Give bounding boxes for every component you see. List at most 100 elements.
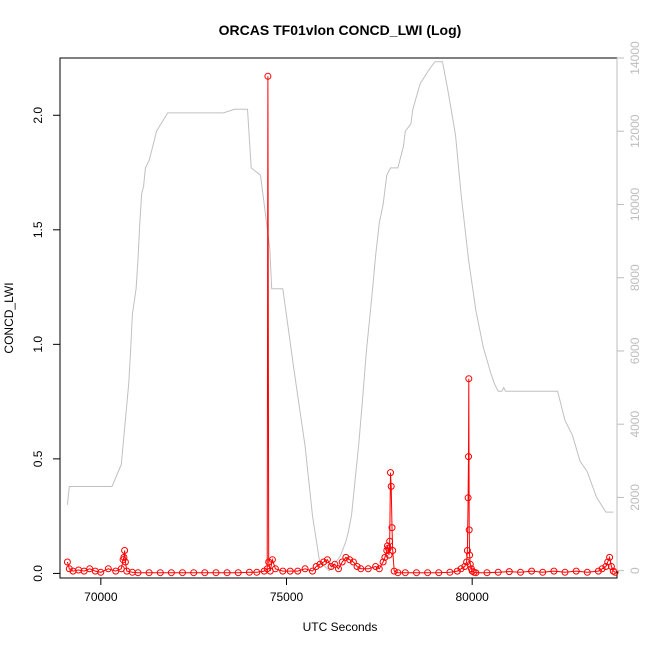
data-point: [104, 565, 112, 573]
data-point: [294, 567, 302, 575]
data-point: [466, 551, 474, 559]
data-point: [505, 568, 513, 576]
data-point: [201, 569, 209, 577]
data-point: [279, 567, 287, 575]
data-point: [234, 569, 242, 577]
data-point: [394, 569, 402, 577]
y2-tick-label: 0: [628, 567, 642, 574]
data-point: [286, 567, 294, 575]
data-point: [594, 567, 602, 575]
data-point: [357, 565, 365, 573]
x-tick-label: 80000: [455, 590, 489, 604]
data-point: [466, 560, 474, 568]
x-axis: 70000 75000 80000: [84, 577, 489, 604]
data-point: [388, 524, 396, 532]
data-point: [550, 567, 558, 575]
data-point: [606, 553, 614, 561]
right-series-line: [66, 61, 614, 572]
data-point: [583, 568, 591, 576]
data-point: [265, 558, 273, 566]
data-point: [387, 482, 395, 490]
data-point: [387, 469, 394, 477]
plot-frame: [59, 57, 618, 579]
data-point: [167, 569, 175, 577]
data-point: [483, 569, 491, 577]
data-point: [121, 547, 129, 554]
data-point: [134, 569, 142, 577]
data-point: [609, 567, 617, 575]
data-point: [379, 558, 387, 566]
data-point: [390, 567, 398, 575]
y-axis-label: CONCD_LWI: [2, 282, 16, 353]
data-point: [63, 558, 71, 566]
data-point: [312, 563, 320, 570]
x-axis-label: UTC Seconds: [303, 620, 378, 634]
data-point: [611, 568, 619, 576]
data-point: [494, 568, 502, 576]
data-point: [212, 569, 220, 577]
data-point: [381, 553, 389, 561]
data-point: [424, 569, 432, 577]
data-point: [572, 567, 580, 575]
y-tick-label: 0.0: [31, 565, 45, 582]
data-point: [65, 565, 73, 573]
y2-tick-label: 12000: [628, 114, 642, 148]
y2-tick-label: 6000: [628, 337, 642, 364]
data-point: [271, 565, 279, 573]
data-point: [465, 526, 473, 534]
data-point: [268, 556, 276, 564]
data-point: [301, 565, 309, 573]
y2-tick-label: 14000: [628, 41, 642, 75]
data-point: [528, 567, 536, 575]
data-point: [349, 558, 357, 566]
y-tick-label: 1.5: [31, 221, 45, 238]
data-point: [472, 569, 480, 577]
data-point: [607, 563, 615, 570]
data-point: [316, 560, 324, 568]
data-point: [457, 565, 465, 573]
y-tick-label: 2.0: [31, 107, 45, 124]
data-point: [401, 569, 409, 577]
left-series-line: [66, 76, 616, 574]
data-point: [517, 568, 524, 576]
data-point: [145, 569, 153, 577]
data-point: [468, 567, 476, 575]
data-point: [121, 558, 129, 566]
data-point: [223, 569, 231, 577]
data-point: [253, 568, 261, 576]
data-point: [463, 558, 471, 566]
data-point: [435, 569, 443, 577]
data-point: [179, 569, 186, 577]
data-point: [465, 375, 473, 383]
y2-tick-label: 10000: [628, 187, 642, 221]
data-point: [413, 569, 420, 577]
data-point: [604, 558, 612, 566]
data-point: [353, 563, 361, 570]
data-point: [561, 568, 569, 576]
data-point: [156, 569, 164, 577]
data-point: [389, 547, 397, 554]
right-series-group: [66, 61, 614, 572]
data-point: [335, 565, 342, 573]
y2-tick-label: 8000: [628, 264, 642, 291]
chart-title: ORCAS TF01vlon CONCD_LWI (Log): [219, 22, 462, 38]
data-point: [264, 72, 272, 80]
data-point: [375, 565, 383, 573]
data-point: [446, 568, 454, 576]
data-point: [539, 568, 547, 576]
left-series-group: [63, 72, 619, 577]
data-point: [464, 494, 472, 502]
data-point: [453, 567, 461, 575]
data-point: [342, 553, 350, 561]
data-point: [190, 569, 198, 577]
y2-tick-label: 4000: [628, 411, 642, 438]
data-point: [346, 556, 354, 564]
x-tick-label: 75000: [270, 590, 304, 604]
data-point: [465, 453, 472, 461]
data-point: [372, 563, 380, 570]
data-point: [327, 563, 335, 570]
data-point: [97, 568, 105, 576]
x-tick-label: 70000: [84, 590, 118, 604]
data-point: [245, 568, 253, 576]
